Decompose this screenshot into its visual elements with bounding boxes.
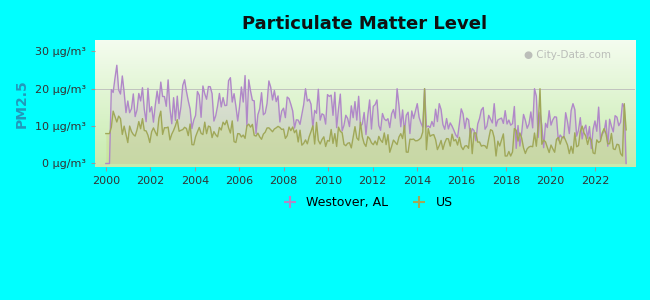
Text: ● City-Data.com: ● City-Data.com xyxy=(525,50,611,60)
Title: Particulate Matter Level: Particulate Matter Level xyxy=(242,15,488,33)
Legend: Westover, AL, US: Westover, AL, US xyxy=(272,191,458,214)
Y-axis label: PM2.5: PM2.5 xyxy=(15,79,29,128)
